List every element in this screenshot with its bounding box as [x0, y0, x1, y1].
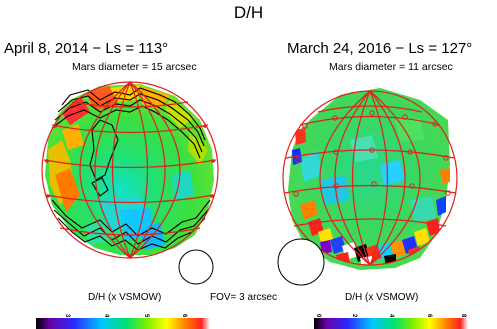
right-colorbar-label: D/H (x VSMOW): [345, 292, 419, 303]
left-colorbar-tick: 3: [64, 314, 70, 318]
right-colorbar-tick: 6: [426, 314, 432, 318]
left-disk-map: [41, 81, 219, 259]
left-colorbar: [36, 318, 210, 329]
right-colorbar: [314, 318, 468, 329]
left-disk-patches: [48, 85, 208, 250]
right-colorbar-tick: 2: [351, 314, 357, 318]
left-colorbar-tick: 4: [103, 314, 109, 318]
right-fov-circle: [277, 238, 325, 286]
left-colorbar-tick: 6: [181, 314, 187, 318]
right-panel-title: March 24, 2016 − Ls = 127°: [287, 40, 473, 57]
left-disk-data: [45, 84, 214, 255]
left-colorbar-label: D/H (x VSMOW): [88, 292, 162, 303]
left-panel-subtitle: Mars diameter = 15 arcsec: [72, 61, 197, 73]
left-grid-markers: [45, 82, 215, 258]
right-colorbar-tick: 0: [315, 314, 321, 318]
left-fov-circle: [178, 249, 214, 285]
left-panel-title: April 8, 2014 − Ls = 113°: [4, 40, 169, 57]
left-colorbar-tick: 5: [143, 314, 149, 318]
fov-label: FOV= 3 arcsec: [210, 292, 277, 303]
right-grid-markers: [293, 110, 451, 197]
left-grid: [41, 81, 219, 259]
right-disk-map: [282, 88, 458, 270]
right-panel-subtitle: Mars diameter = 11 arcsec: [329, 61, 453, 73]
right-colorbar-tick: 8: [460, 314, 466, 318]
right-grid: [282, 90, 458, 266]
right-colorbar-tick: 4: [388, 314, 394, 318]
figure-title: D/H: [233, 3, 264, 22]
